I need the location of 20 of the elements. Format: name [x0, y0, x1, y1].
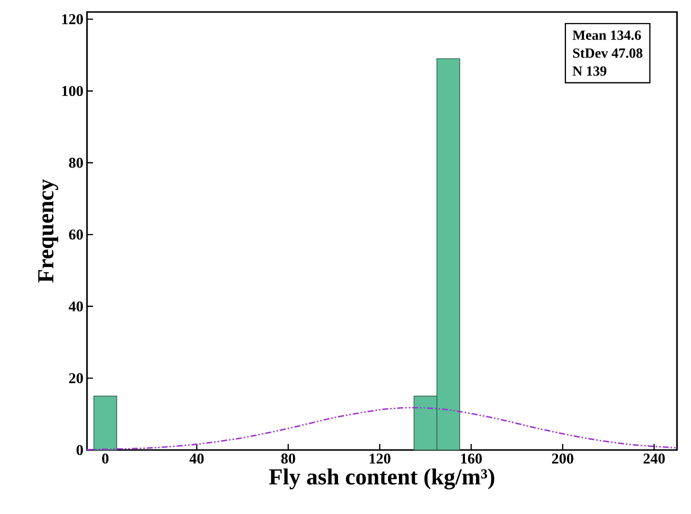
x-tick-label: 120 — [370, 454, 390, 464]
x-axis-title: Fly ash content (kg/m³) — [269, 468, 494, 490]
annotation: Mean 134.6 — [572, 30, 641, 40]
y-tick-label: 100 — [62, 86, 83, 96]
line-series — [86, 406, 678, 450]
y-tick-label: 60 — [69, 230, 83, 240]
annotation: StDev 47.08 — [573, 48, 642, 58]
x-tick-label: 40 — [190, 454, 204, 464]
x-tick-label: 0 — [102, 454, 108, 464]
y-tick-label: 40 — [68, 301, 83, 312]
y-tick-label: 80 — [69, 158, 83, 168]
x-tick-label: 80 — [281, 454, 296, 464]
y-tick-label: 120 — [62, 14, 83, 24]
y-tick-label: 20 — [69, 373, 83, 384]
x-tick-label: 200 — [552, 454, 574, 464]
x-tick-label: 240 — [644, 454, 665, 464]
y-tick-label: 0 — [76, 444, 83, 456]
y-axis-title: Frequency — [38, 179, 58, 283]
annotation: N 139 — [572, 66, 606, 76]
x-tick-label: 160 — [461, 454, 482, 464]
